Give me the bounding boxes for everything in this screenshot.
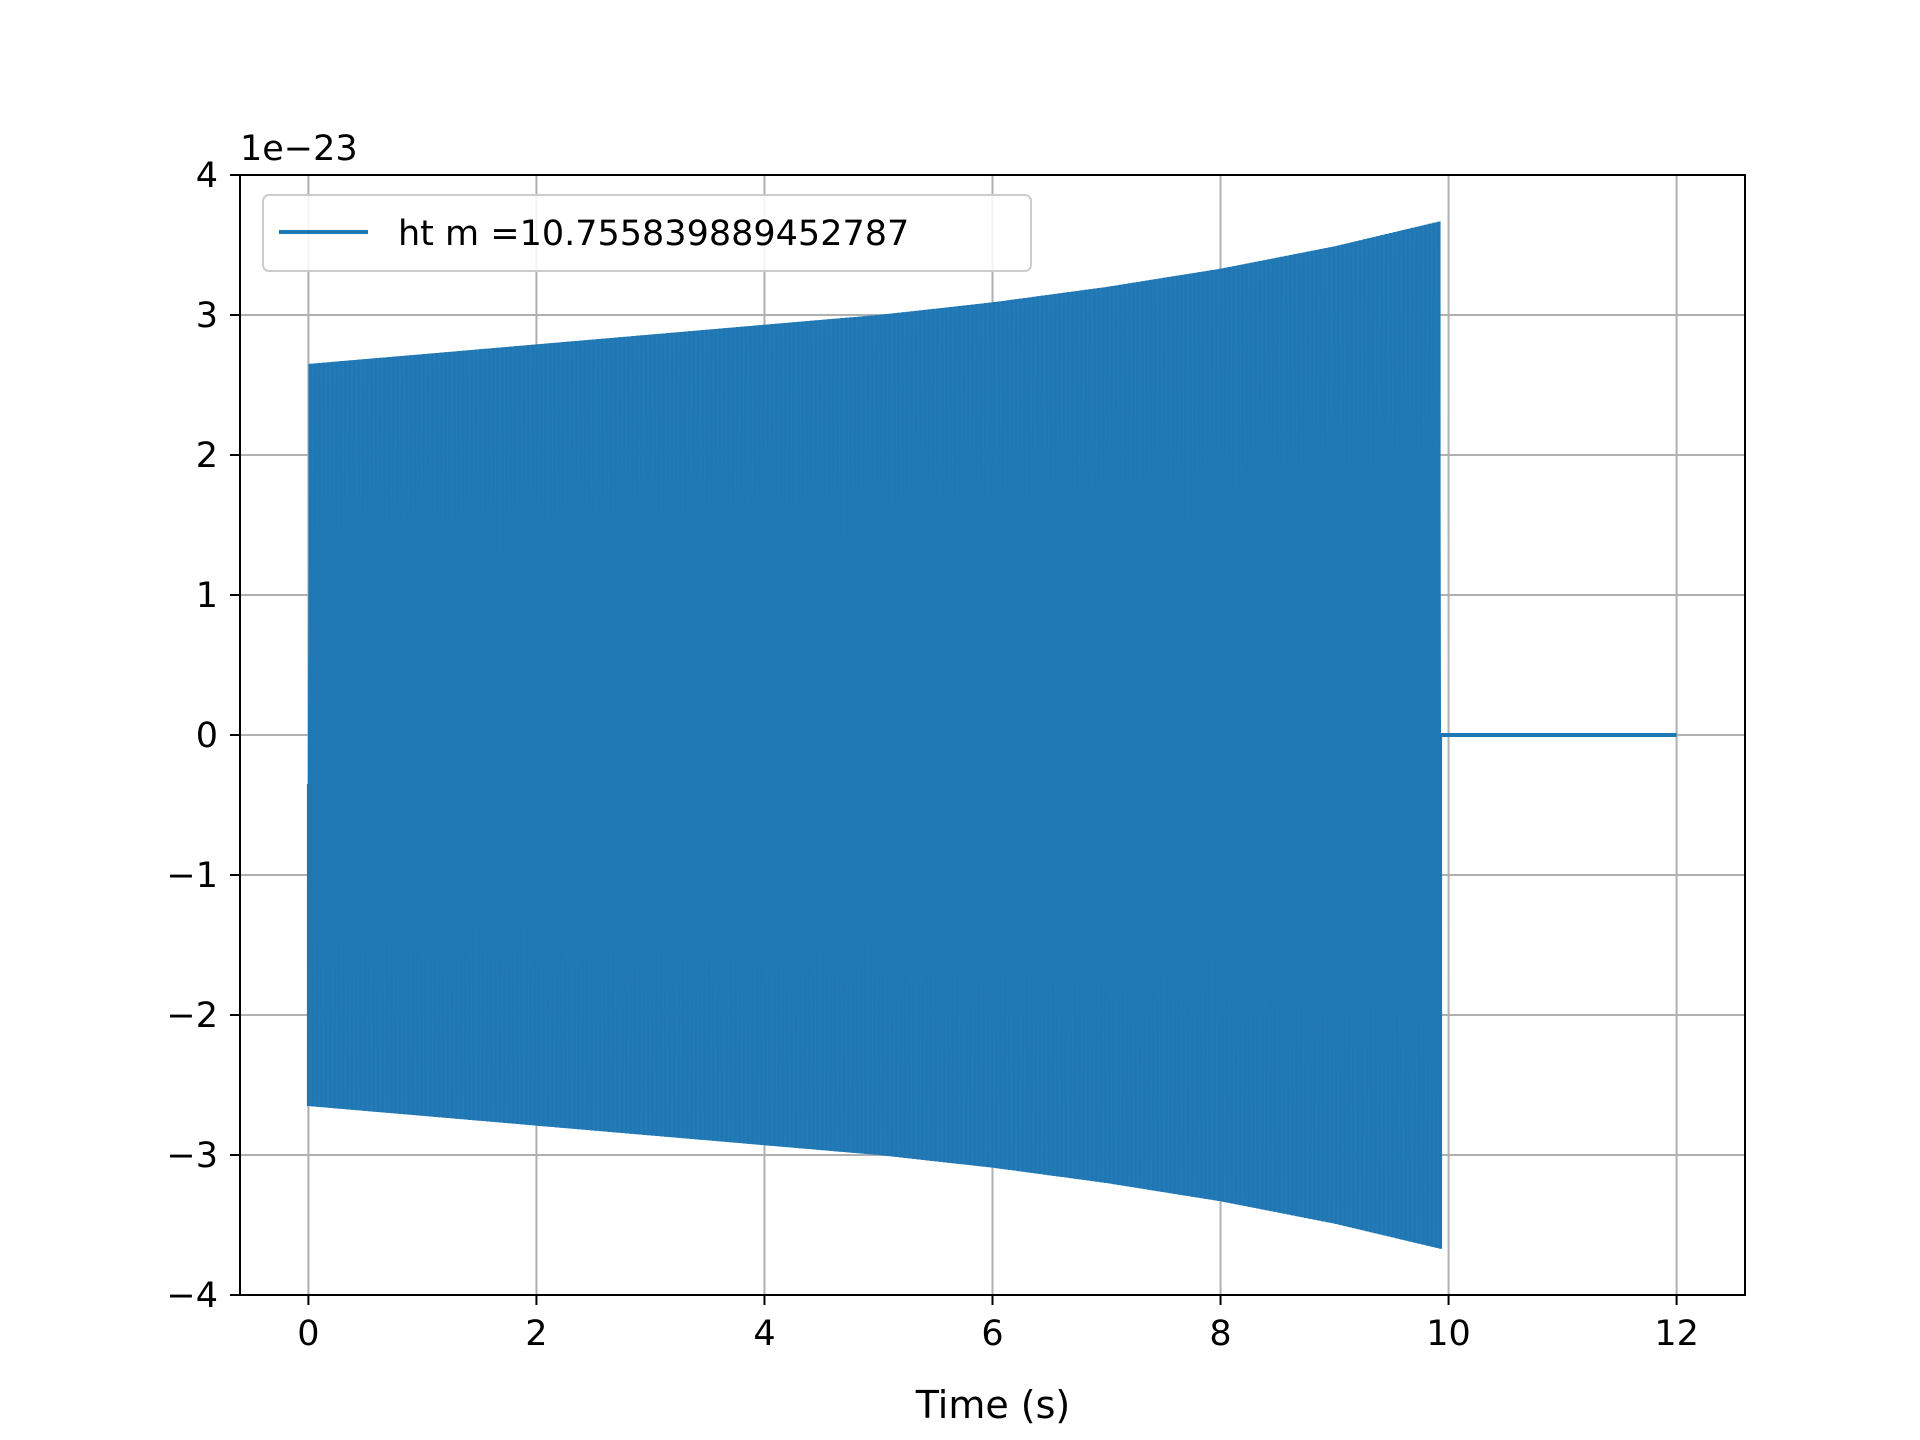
legend-box — [262, 194, 1032, 272]
legend: ht m =10.755839889452787 — [262, 194, 1032, 272]
x-tick-label: 12 — [1654, 1314, 1699, 1354]
y-tick-label: 4 — [196, 156, 218, 196]
x-tick-label: 8 — [1209, 1314, 1231, 1354]
x-tick-label: 6 — [981, 1314, 1003, 1354]
y-tick-label: 1 — [196, 576, 218, 616]
y-tick-label: −2 — [166, 996, 218, 1036]
y-tick-label: −3 — [166, 1136, 218, 1176]
series-layer — [306, 221, 1677, 1249]
x-tick-label: 10 — [1426, 1314, 1471, 1354]
x-axis-label: Time (s) — [915, 1383, 1071, 1427]
y-tick-label: 2 — [196, 436, 218, 476]
y-tick-label: 0 — [196, 716, 218, 756]
y-offset-label: 1e−23 — [240, 129, 358, 169]
x-tick-label: 2 — [525, 1314, 547, 1354]
x-tick-label: 4 — [753, 1314, 775, 1354]
y-tick-label: −4 — [166, 1276, 218, 1316]
legend-entry-label: ht m =10.755839889452787 — [398, 214, 909, 254]
series-envelope-band — [308, 221, 1441, 1249]
x-tick-label: 0 — [297, 1314, 319, 1354]
y-tick-label: −1 — [166, 856, 218, 896]
y-tick-label: 3 — [196, 296, 218, 336]
